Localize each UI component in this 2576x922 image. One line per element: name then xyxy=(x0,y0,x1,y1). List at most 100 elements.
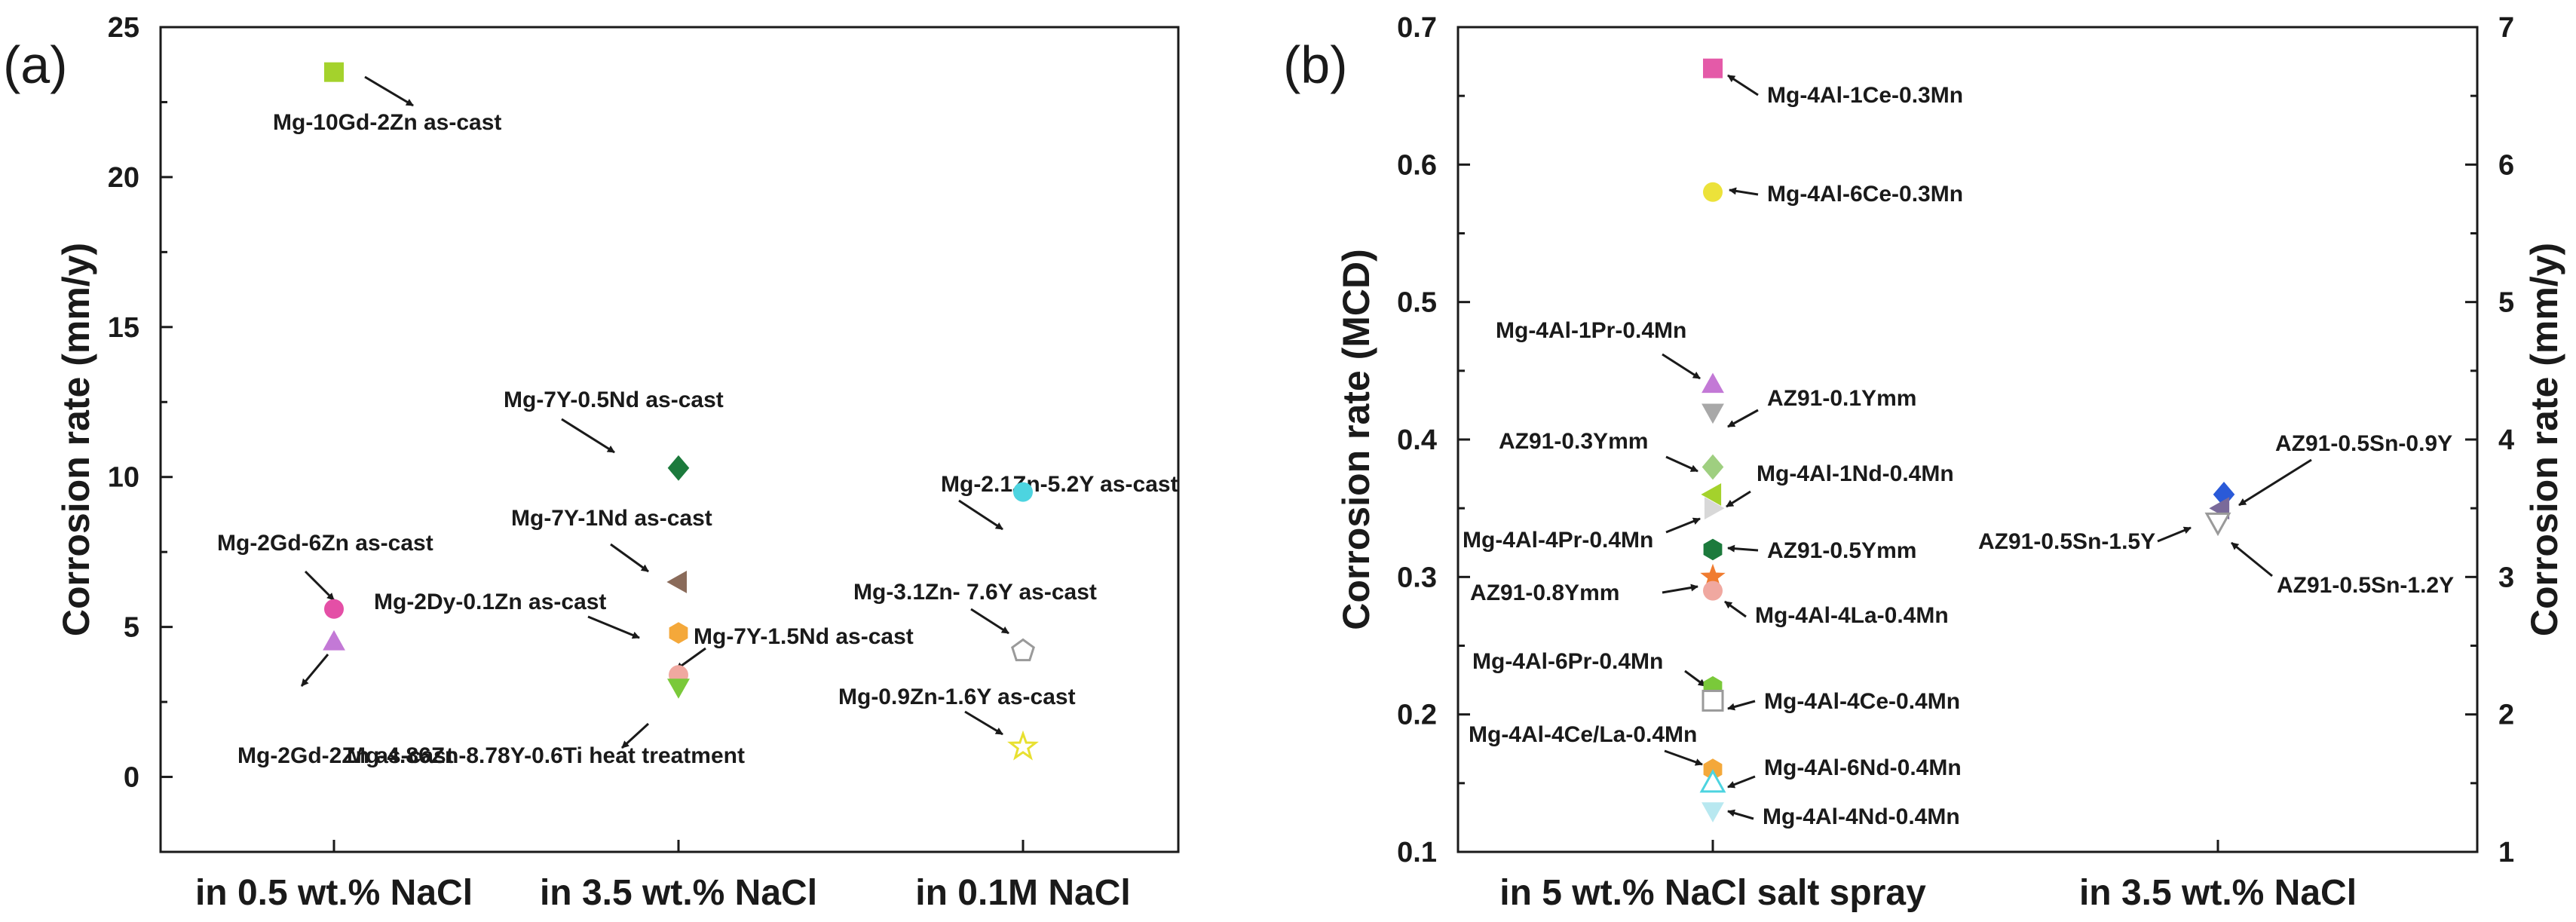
label-arrow-az91-0-1ymm xyxy=(1727,409,1759,428)
y-tick-label: 5 xyxy=(124,612,139,644)
point-az91-0-8ymm xyxy=(1700,563,1726,588)
label-arrow-mg-4al-1nd-0-4mn xyxy=(1726,490,1751,508)
label-arrow-mg-4al-6ce-0-3mn xyxy=(1729,187,1759,196)
point-mg-4al-1pr-0-4mn xyxy=(1702,372,1724,394)
y-tick-label: 0.3 xyxy=(1397,562,1437,593)
y-tick-label: 0.5 xyxy=(1397,287,1437,319)
x-category-in-3-5-wt-nacl: in 3.5 wt.% NaCl xyxy=(2079,873,2357,913)
point-mg-2gd-2zn-as-cast xyxy=(323,629,345,651)
point-mg-4al-4ce-0-4mn xyxy=(1702,689,1724,712)
label-arrow-mg-4al-4pr-0-4mn xyxy=(1665,517,1701,534)
label-mg-2dy-0-1zn-as-cast: Mg-2Dy-0.1Zn as-cast xyxy=(374,590,606,614)
label-mg-4al-6ce-0-3mn: Mg-4Al-6Ce-0.3Mn xyxy=(1767,182,1963,207)
y-right-tick-label: 7 xyxy=(2498,12,2514,44)
point-mg-2gd-6zn-as-cast xyxy=(324,599,344,619)
label-arrow-mg-3-1zn-7-6y-as-cast xyxy=(970,608,1009,635)
label-mg-2gd-2zn-as-cast: Mg-2Gd-2Zn as-cast xyxy=(237,743,454,768)
point-mg-4al-6ce-0-3mn xyxy=(1703,182,1723,202)
y-tick-label: 15 xyxy=(108,312,139,344)
panel-a-y-axis-title: Corrosion rate (mm/y) xyxy=(55,243,97,636)
label-mg-4al-4pr-0-4mn: Mg-4Al-4Pr-0.4Mn xyxy=(1463,528,1653,553)
y-tick-label: 0 xyxy=(124,762,139,794)
label-arrow-mg-4al-1pr-0-4mn xyxy=(1662,353,1701,380)
label-arrow-az91-0-3ymm xyxy=(1665,455,1698,473)
y-right-tick-label: 1 xyxy=(2498,837,2514,868)
point-mg-4al-4pr-0-4mn xyxy=(1704,497,1725,520)
label-mg-4al-6nd-0-4mn: Mg-4Al-6Nd-0.4Mn xyxy=(1764,755,1962,780)
point-mg-10gd-2zn-as-cast xyxy=(324,62,344,82)
panel-b-y-axis-title-right: Corrosion rate (mm/y) xyxy=(2523,243,2565,636)
panel-b-points: Mg-4Al-1Ce-0.3Mn Mg-4Al-6Ce-0.3Mn Mg-4Al-1… xyxy=(1463,58,2454,829)
label-mg-4-86zn-8-78y-0-6ti-heat-treatment: Mg-4.86Zn-8.78Y-0.6Ti heat treatment xyxy=(347,743,745,768)
label-mg-4al-1nd-0-4mn: Mg-4Al-1Nd-0.4Mn xyxy=(1757,461,1954,486)
point-mg-4al-4ce-la-0-4mn xyxy=(1699,769,1726,793)
point-mg-2-1zn-5-2y-as-cast xyxy=(1013,482,1033,502)
panel-b-y-axis-title: Corrosion rate (MCD) xyxy=(1335,249,1377,630)
label-arrow-mg-7y-1nd-as-cast xyxy=(610,543,649,573)
panel-a-frame xyxy=(159,26,1180,853)
label-mg-4al-6pr-0-4mn: Mg-4Al-6Pr-0.4Mn xyxy=(1472,649,1663,674)
y-tick-label: 20 xyxy=(108,162,139,194)
label-arrow-mg-4al-4la-0-4mn xyxy=(1724,600,1747,618)
x-category-in-3-5-wt-nacl: in 3.5 wt.% NaCl xyxy=(540,873,817,913)
panel-a-x-categories: in 0.5 wt.% NaCl in 3.5 wt.% NaCl in 0.1M … xyxy=(195,840,1131,913)
y-tick-label: 0.1 xyxy=(1397,837,1437,868)
label-mg-2-1zn-5-2y-as-cast: Mg-2.1Zn-5.2Y as-cast xyxy=(941,472,1178,497)
panel-b-x-categories: in 5 wt.% NaCl salt spray in 3.5 wt.% NaC… xyxy=(1499,840,2357,913)
label-mg-4al-4ce-la-0-4mn: Mg-4Al-4Ce/La-0.4Mn xyxy=(1469,722,1697,747)
label-arrow-mg-2-1zn-5-2y-as-cast xyxy=(958,499,1003,531)
point-az91-0-5sn-0-9y xyxy=(2213,482,2235,507)
label-mg-4al-4nd-0-4mn: Mg-4Al-4Nd-0.4Mn xyxy=(1763,804,1960,829)
label-arrow-mg-4-86zn-8-78y-0-6ti-heat-treatment xyxy=(620,722,650,749)
point-mg-7y-1nd-as-cast xyxy=(666,571,687,593)
label-mg-2gd-6zn-as-cast: Mg-2Gd-6Zn as-cast xyxy=(217,531,433,556)
label-az91-0-5sn-1-5y: AZ91-0.5Sn-1.5Y xyxy=(1978,529,2155,554)
panel-b: (b) Corrosion rate (MCD) Corrosion rate … xyxy=(1283,12,2565,913)
label-az91-0-8ymm: AZ91-0.8Ymm xyxy=(1470,580,1619,605)
label-arrow-az91-0-5sn-1-5y xyxy=(2157,526,2192,543)
y-right-tick-label: 3 xyxy=(2498,562,2514,593)
point-az91-0-3ymm xyxy=(1702,454,1724,480)
point-mg-4al-4nd-0-4mn xyxy=(1702,802,1724,822)
y-tick-label: 0.2 xyxy=(1397,700,1437,731)
y-right-tick-label: 2 xyxy=(2498,700,2514,731)
label-mg-7y-1nd-as-cast: Mg-7Y-1Nd as-cast xyxy=(511,506,712,531)
y-right-tick-label: 4 xyxy=(2498,424,2514,456)
point-az91-0-1ymm xyxy=(1702,403,1724,424)
label-mg-4al-4la-0-4mn: Mg-4Al-4La-0.4Mn xyxy=(1755,603,1949,628)
label-arrow-mg-4al-4ce-0-4mn xyxy=(1727,700,1756,711)
label-az91-0-5sn-1-2y: AZ91-0.5Sn-1.2Y xyxy=(2277,573,2454,598)
panel-a-points: Mg-10Gd-2Zn as-cast Mg-2Gd-6Zn as-cast Mg-… xyxy=(217,62,1178,768)
point-mg-3-1zn-7-6y-as-cast xyxy=(1011,638,1035,662)
panel-a-label: (a) xyxy=(3,35,68,94)
label-mg-3-1zn-7-6y-as-cast: Mg-3.1Zn- 7.6Y as-cast xyxy=(853,580,1097,605)
point-mg-4-86zn-8-78y-0-6ti-heat-treatment xyxy=(667,678,690,699)
label-mg-0-9zn-1-6y-as-cast: Mg-0.9Zn-1.6Y as-cast xyxy=(838,685,1076,709)
label-arrow-mg-2dy-0-1zn-as-cast xyxy=(587,615,640,639)
label-mg-4al-4ce-0-4mn: Mg-4Al-4Ce-0.4Mn xyxy=(1764,689,1960,714)
label-arrow-mg-0-9zn-1-6y-as-cast xyxy=(964,710,1003,736)
point-mg-7y-0-5nd-as-cast xyxy=(667,455,690,481)
label-arrow-mg-4al-4ce-la-0-4mn xyxy=(1664,749,1703,766)
y-right-tick-label: 5 xyxy=(2498,287,2514,319)
point-mg-2dy-0-1zn-as-cast xyxy=(669,622,688,644)
panel-b-y-ticks-right: 1 2 3 4 5 6 7 xyxy=(2465,12,2514,868)
y-tick-label: 25 xyxy=(108,12,139,44)
label-mg-7y-1-5nd-as-cast: Mg-7Y-1.5Nd as-cast xyxy=(694,624,914,649)
panel-a: (a) Corrosion rate (mm/y) 0 5 10 15 20 25 in … xyxy=(3,12,1180,913)
label-arrow-az91-0-5sn-0-9y xyxy=(2238,458,2312,507)
panel-a-y-ticks: 0 5 10 15 20 25 xyxy=(108,12,173,794)
label-mg-4al-1pr-0-4mn: Mg-4Al-1Pr-0.4Mn xyxy=(1496,318,1686,343)
point-az91-0-5sn-1-2y xyxy=(2204,512,2231,537)
label-arrow-az91-0-8ymm xyxy=(1662,584,1698,594)
label-arrow-az91-0-5ymm xyxy=(1727,544,1759,553)
x-category-in-0-5-wt-nacl: in 0.5 wt.% NaCl xyxy=(195,873,473,913)
label-arrow-mg-10gd-2zn-as-cast xyxy=(364,75,414,107)
label-arrow-mg-4al-6nd-0-4mn xyxy=(1727,775,1756,789)
y-tick-label: 0.4 xyxy=(1397,424,1437,456)
point-mg-0-9zn-1-6y-as-cast xyxy=(1007,730,1039,761)
y-tick-label: 0.7 xyxy=(1397,12,1437,44)
label-mg-4al-1ce-0-3mn: Mg-4Al-1Ce-0.3Mn xyxy=(1767,83,1963,108)
y-tick-label: 0.6 xyxy=(1397,149,1437,181)
